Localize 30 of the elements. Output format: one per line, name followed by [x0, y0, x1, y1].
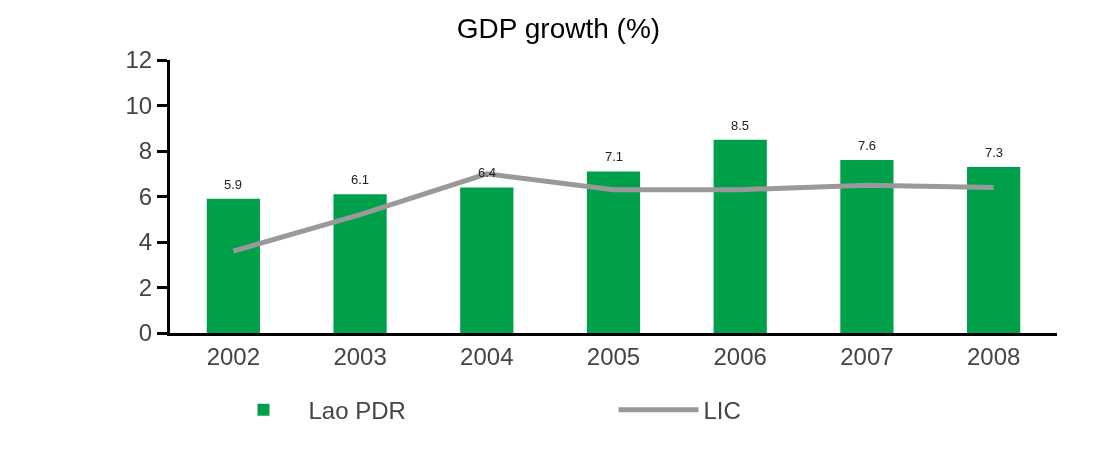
- data-label: 8.5: [731, 118, 750, 133]
- x-tick-label: 2006: [713, 342, 767, 370]
- x-tick-label: 2005: [586, 342, 641, 370]
- bar: [586, 171, 641, 333]
- y-tick-label: 10: [125, 91, 153, 119]
- bar: [967, 166, 1021, 333]
- data-label: 7.1: [605, 149, 624, 164]
- chart-title: GDP growth (%): [456, 12, 661, 44]
- data-label: 7.3: [985, 145, 1004, 160]
- x-tick-label: 2007: [840, 342, 894, 370]
- bar: [333, 194, 387, 333]
- x-tick-label: 2004: [460, 342, 514, 370]
- bar: [840, 160, 894, 333]
- y-tick-label: 12: [125, 46, 153, 74]
- x-tick-label: 2008: [966, 342, 1021, 370]
- y-tick-label: 2: [138, 273, 153, 301]
- y-tick-label: 6: [138, 182, 153, 210]
- data-label: 6.1: [351, 172, 370, 187]
- data-label: 5.9: [224, 177, 243, 192]
- y-tick-label: 0: [138, 319, 153, 347]
- data-label: 7.6: [858, 138, 877, 153]
- y-tick-label: 8: [138, 137, 153, 165]
- bar: [206, 198, 260, 333]
- x-tick-label: 2003: [333, 342, 387, 370]
- bar: [460, 187, 514, 333]
- y-tick-label: 4: [138, 228, 153, 256]
- x-tick-label: 2002: [206, 342, 261, 370]
- bar: [713, 139, 767, 333]
- legend-label: Lao PDR: [308, 397, 406, 425]
- legend-label: LIC: [703, 397, 741, 425]
